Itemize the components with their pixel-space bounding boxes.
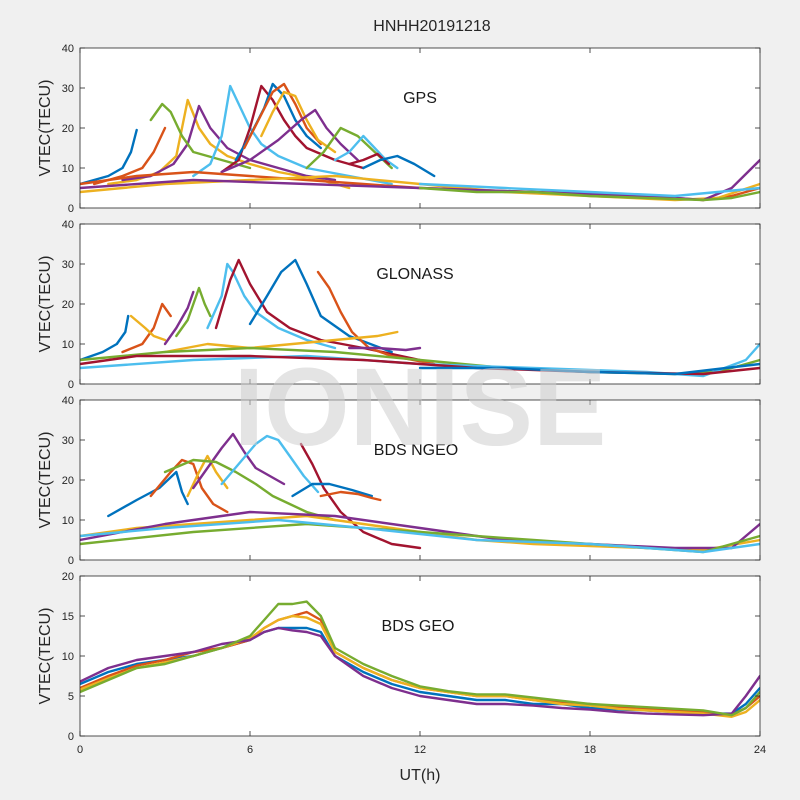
series-line-bds-ngeo-6 [220,434,320,494]
series-line-glonass-13 [80,342,760,378]
y-tick-label: 5 [68,691,74,703]
series-line-bds-ngeo-5 [163,458,337,522]
x-tick-label: 24 [754,744,766,756]
watermark-text: IONISE [234,346,607,469]
y-axis-label-bds-geo: VTEC(TECU) [37,608,54,705]
series-group-gps [80,82,760,202]
y-axis-label-gps: VTEC(TECU) [37,80,54,177]
series-line-gps-11 [220,108,359,174]
y-tick-label: 40 [62,43,74,55]
series-line-glonass-3 [129,314,167,342]
y-tick-label: 20 [62,123,74,135]
series-group-bds-geo [80,600,760,718]
y-tick-label: 20 [62,571,74,583]
chart-title: HNHH20191218 [373,18,491,35]
series-line-glonass-8 [248,258,393,354]
x-axis-label: UT(h) [400,767,441,784]
series-line-glonass-1 [80,314,130,362]
series-line-glonass-2 [121,302,172,354]
series-line-gps-20 [418,182,760,198]
x-tick-label: 0 [77,744,83,756]
series-line-gps-15 [362,154,436,178]
panel-bds-geo: 0 5 10 15 20 0 6 12 18 24 VTEC(TECU) BDS GEO [37,571,766,756]
panel-label-bds-geo: BDS GEO [382,618,455,635]
series-line-bds-ngeo-1 [107,470,189,518]
panels-layer: 0 10 20 30 40 VTEC(TECU) GPS 0 10 20 30 40 VTEC(TECU… [37,43,766,756]
series-line-glonass-4 [163,290,195,346]
series-line-gps-10 [260,90,337,154]
series-line-glonass-15 [418,362,760,376]
y-tick-label: 0 [68,203,74,215]
y-tick-label: 10 [62,651,74,663]
series-line-glonass-5 [175,286,212,338]
series-line-gps-5 [149,102,252,170]
series-line-bds-ngeo-7 [299,442,422,550]
series-line-bds-ngeo-2 [149,458,229,514]
series-line-glonass-10 [163,330,399,354]
series-line-glonass-9 [316,270,436,366]
y-axis-label-bds-ngeo: VTEC(TECU) [37,432,54,529]
y-tick-label: 40 [62,219,74,231]
panel-bds-ngeo: 0 10 20 30 40 VTEC(TECU) BDS NGEO [37,395,761,567]
y-tick-label: 20 [62,299,74,311]
series-line-bds-ngeo-4 [192,432,286,490]
panel-label-glonass: GLONASS [376,266,453,283]
series-line-gps-9 [243,82,322,150]
x-tick-label: 12 [414,744,426,756]
x-tick-label: 18 [584,744,596,756]
y-tick-label: 10 [62,515,74,527]
series-group-glonass [80,258,760,378]
y-tick-label: 30 [62,435,74,447]
y-axis-label-glonass: VTEC(TECU) [37,256,54,353]
series-line-bds-geo-5 [80,600,760,717]
series-line-bds-ngeo-9 [319,490,382,502]
series-line-gps-1 [80,128,138,186]
y-tick-label: 0 [68,731,74,743]
y-tick-label: 15 [62,611,74,623]
series-line-gps-19 [418,186,760,202]
series-line-bds-ngeo-8 [291,482,373,498]
series-line-glonass-11 [348,346,422,352]
panel-glonass: 0 10 20 30 40 VTEC(TECU) GLONASS [37,219,761,391]
series-line-bds-ngeo-13 [80,518,760,554]
series-line-glonass-7 [214,258,422,362]
panel-label-bds-ngeo: BDS NGEO [374,442,458,459]
y-tick-label: 10 [62,339,74,351]
panel-gps: 0 10 20 30 40 VTEC(TECU) GPS [37,43,761,215]
series-line-glonass-6 [206,262,337,350]
y-tick-label: 20 [62,475,74,487]
y-tick-label: 10 [62,163,74,175]
series-line-gps-13 [333,134,399,170]
y-tick-label: 0 [68,555,74,567]
y-tick-label: 40 [62,395,74,407]
series-line-bds-geo-4 [80,626,760,717]
y-tick-label: 0 [68,379,74,391]
y-tick-label: 30 [62,83,74,95]
series-line-gps-4 [121,104,337,182]
series-line-bds-ngeo-3 [186,454,229,498]
y-tick-label: 30 [62,259,74,271]
panel-label-gps: GPS [403,90,437,107]
x-tick-label: 6 [247,744,253,756]
series-group-bds-ngeo [80,432,760,554]
